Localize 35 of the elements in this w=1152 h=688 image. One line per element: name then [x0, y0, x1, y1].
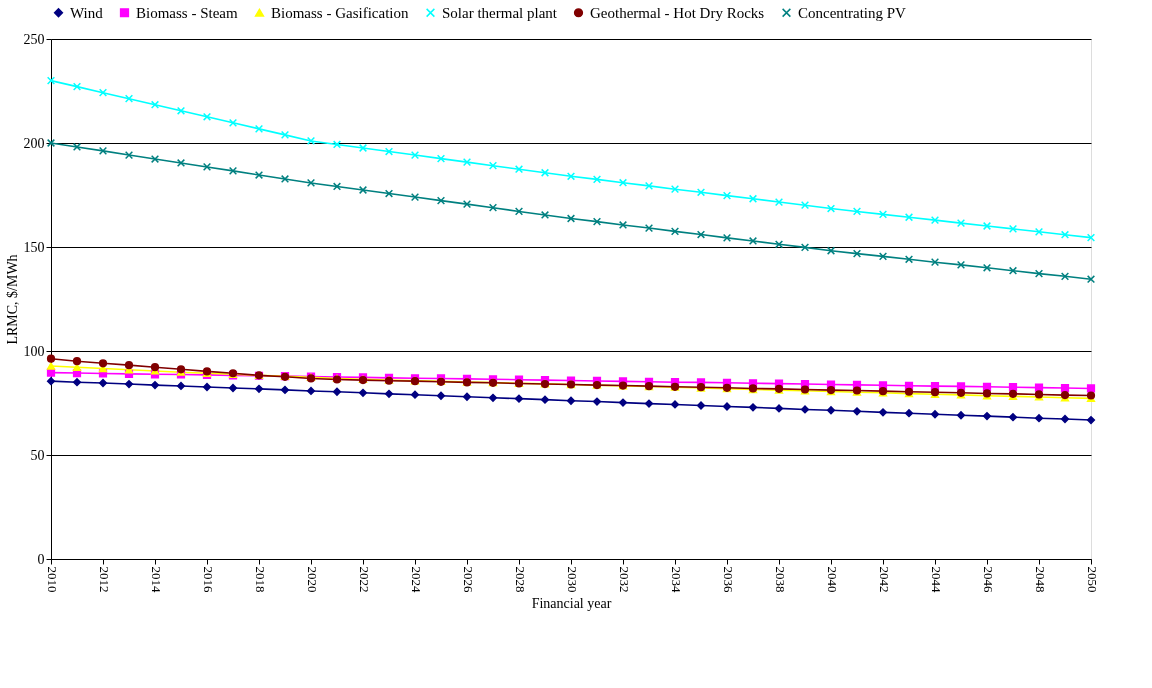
- x-tick-label: 2030: [564, 566, 580, 593]
- y-tick-label: 100: [23, 343, 45, 359]
- x-tick-label: 2048: [1032, 566, 1048, 593]
- y-tick-label: 50: [30, 447, 45, 463]
- y-tick-label: 150: [23, 239, 45, 255]
- x-tick-label: 2050: [1084, 566, 1100, 593]
- y-axis-title: LRMC, $/MWh: [4, 254, 20, 345]
- x-tick-label: 2032: [616, 566, 632, 593]
- legend-label: Geothermal - Hot Dry Rocks: [590, 4, 765, 21]
- x-tick-label: 2028: [512, 566, 528, 593]
- legend-label: Biomass - Gasification: [271, 4, 409, 21]
- legend-label: Biomass - Steam: [136, 4, 238, 21]
- x-tick-label: 2016: [200, 566, 216, 593]
- x-tick-label: 2042: [876, 566, 892, 593]
- x-tick-label: 2022: [356, 566, 372, 593]
- x-tick-label: 2044: [928, 566, 944, 593]
- x-tick-label: 2014: [148, 566, 164, 593]
- legend-label: Concentrating PV: [798, 4, 907, 21]
- legend-label: Solar thermal plant: [442, 4, 558, 21]
- x-axis-title: Financial year: [531, 595, 612, 611]
- x-tick-label: 2024: [408, 566, 424, 593]
- x-tick-label: 2036: [720, 566, 736, 593]
- x-tick-label: 2020: [304, 566, 320, 593]
- x-tick-label: 2010: [44, 566, 60, 593]
- x-tick-label: 2038: [772, 566, 788, 593]
- x-tick-label: 2018: [252, 566, 268, 593]
- x-tick-label: 2012: [96, 566, 112, 593]
- y-tick-label: 0: [37, 551, 45, 567]
- x-tick-label: 2046: [980, 566, 996, 593]
- x-tick-label: 2034: [668, 566, 684, 593]
- y-tick-label: 250: [23, 31, 45, 47]
- y-tick-label: 200: [23, 135, 45, 151]
- x-tick-label: 2026: [460, 566, 476, 593]
- x-tick-label: 2040: [824, 566, 840, 593]
- legend-label: Wind: [70, 4, 104, 21]
